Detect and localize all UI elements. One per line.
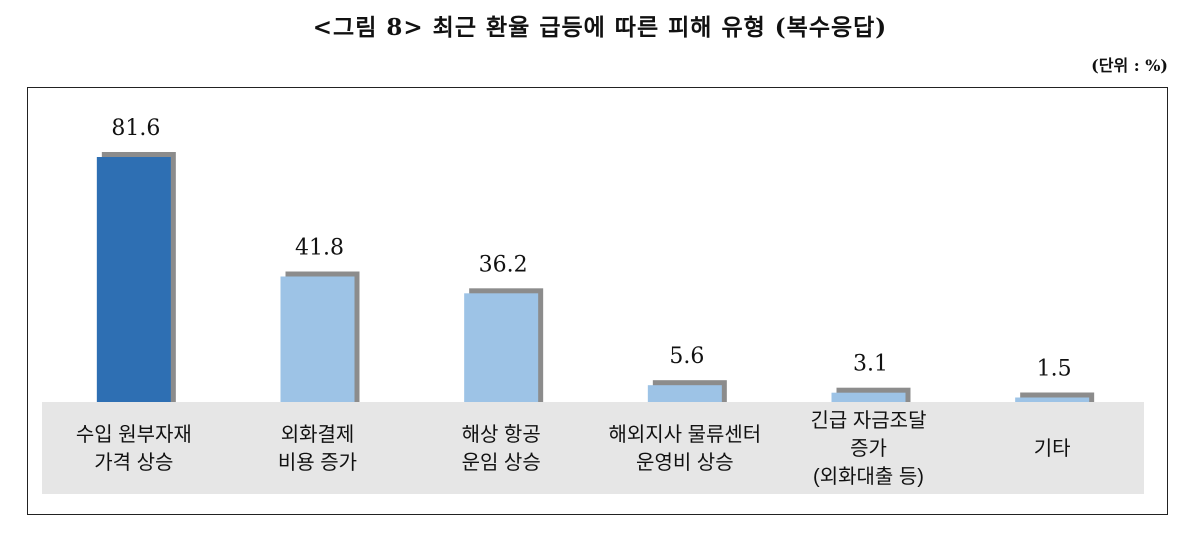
bar (647, 385, 722, 402)
category-label-line: 운영비 상승 (636, 451, 734, 474)
data-label: 81.6 (111, 116, 160, 141)
bar-shadow (1020, 392, 1095, 402)
category-label-line: 가격 상승 (94, 451, 173, 474)
data-label: 36.2 (479, 252, 528, 277)
category-label: 기타 (1034, 437, 1071, 460)
category-label-line: 긴급 자금조달 (811, 409, 927, 432)
category-label-line: 기타 (1034, 437, 1071, 460)
data-label: 3.1 (853, 352, 888, 377)
bar (1015, 397, 1090, 402)
category-label-line: 증가 (850, 437, 887, 460)
bar (280, 276, 355, 402)
data-label: 1.5 (1037, 356, 1072, 381)
category-label-line: 해상 항공 (462, 423, 541, 446)
bar (831, 392, 906, 402)
data-label: 41.8 (295, 235, 344, 260)
chart-title: <그림 8> 최근 환율 급등에 따른 피해 유형 (복수응답) (312, 14, 888, 41)
category-label-line: 해외지사 물류센터 (608, 423, 761, 446)
category-label-line: 비용 증가 (278, 451, 357, 474)
category-label-line: 운임 상승 (462, 451, 541, 474)
bar (96, 157, 171, 402)
category-label-line: (외화대출 등) (813, 465, 924, 488)
category-label-line: 외화결제 (281, 423, 355, 446)
category-band (42, 402, 1144, 494)
bar (464, 293, 539, 402)
data-label: 5.6 (669, 344, 704, 369)
unit-label: (단위 : %) (1091, 56, 1168, 75)
category-label-line: 수입 원부자재 (76, 423, 192, 446)
